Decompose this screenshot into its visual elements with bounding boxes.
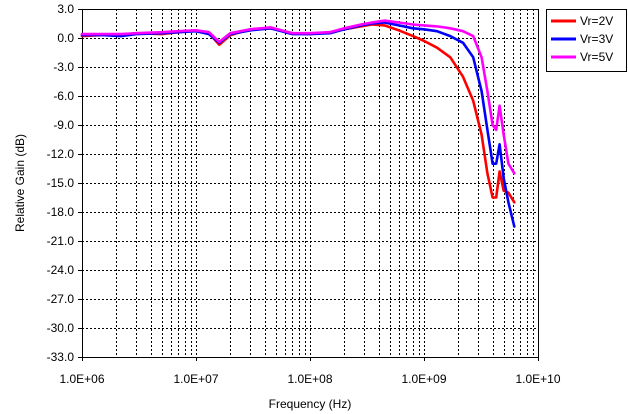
- x-tick-label: 1.0E+10: [515, 372, 560, 386]
- y-tick-label: 3.0: [57, 2, 74, 16]
- series-lines: [80, 19, 516, 228]
- y-tick-label: -27.0: [47, 292, 75, 306]
- grid: [82, 9, 538, 357]
- y-tick-label: -24.0: [47, 263, 75, 277]
- y-tick-label: -3.0: [53, 60, 74, 74]
- y-tick-label: -30.0: [47, 321, 75, 335]
- y-tick-label: -15.0: [47, 176, 75, 190]
- legend-label: Vr=2V: [580, 14, 613, 28]
- series-line-vr-5v: [80, 19, 516, 175]
- axis-ticks: 3.0 0.0 -3.0 -6.0 -9.0 -12.0 -15.0 -18.0 -21.0 -2…: [47, 2, 561, 386]
- y-tick-label: -6.0: [53, 89, 74, 103]
- y-tick-label: -12.0: [47, 147, 75, 161]
- x-axis-title: Frequency (Hz): [269, 397, 352, 411]
- legend-label: Vr=3V: [580, 32, 613, 46]
- legend-label: Vr=5V: [580, 50, 613, 64]
- x-tick-label: 1.0E+06: [59, 372, 104, 386]
- legend: Vr=2V Vr=3V Vr=5V: [546, 9, 627, 72]
- y-tick-label: -21.0: [47, 234, 75, 248]
- x-tick-label: 1.0E+09: [401, 372, 446, 386]
- x-tick-label: 1.0E+08: [287, 372, 332, 386]
- y-tick-label: -33.0: [47, 350, 75, 364]
- x-tick-label: 1.0E+07: [173, 372, 218, 386]
- y-tick-label: -18.0: [47, 205, 75, 219]
- y-tick-label: -9.0: [53, 118, 74, 132]
- y-axis-title: Relative Gain (dB): [13, 134, 27, 232]
- y-tick-label: 0.0: [57, 31, 74, 45]
